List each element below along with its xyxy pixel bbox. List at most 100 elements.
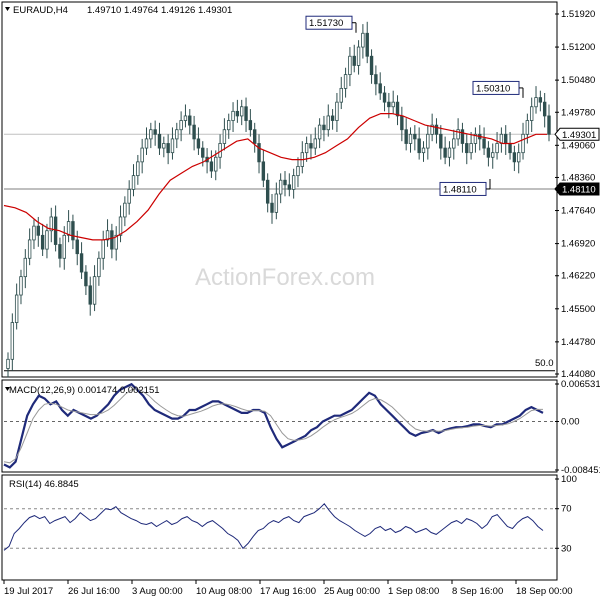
price-marker-tag [554, 182, 600, 196]
candle-body [395, 101, 400, 117]
candle-body [58, 244, 62, 259]
candle-body [179, 120, 183, 131]
candle [140, 138, 144, 174]
candle-body [227, 120, 231, 131]
candle-body [66, 221, 71, 236]
candle [512, 145, 517, 172]
candle-body [114, 234, 118, 250]
candle [309, 134, 313, 160]
candle-body [404, 129, 408, 144]
candle-body [19, 276, 23, 296]
candle-body [53, 216, 58, 245]
candle-body [10, 322, 15, 360]
price-annotation-label: 1.50310 [476, 83, 510, 94]
candle-body [529, 106, 534, 121]
macd-panel: 0.006531 0.00 -0.008451 [1, 379, 600, 476]
price-tick-label: 1.48360 [561, 172, 595, 183]
price-tick-label: 1.50480 [561, 75, 595, 86]
candle-body [14, 294, 19, 323]
candle-body [330, 115, 335, 121]
price-tick-label: 1.51200 [561, 42, 595, 53]
x-tick-label: 25 Aug 00:00 [324, 586, 380, 597]
candle-body [361, 32, 365, 48]
candle-body [460, 129, 465, 144]
candle [538, 90, 543, 112]
candle-body [110, 230, 114, 250]
x-tick-label: 18 Sep 00:00 [516, 586, 573, 597]
candle-body [257, 143, 261, 163]
candle [97, 251, 101, 286]
rsi-panel-frame [1, 474, 558, 581]
candle-body [430, 124, 434, 135]
candle-body [508, 143, 512, 154]
candle-body [369, 55, 374, 76]
candle-body [40, 234, 45, 250]
candle-body [32, 225, 36, 241]
x-tick-label: 10 Aug 08:00 [196, 586, 252, 597]
candle-body [443, 147, 447, 158]
x-tick-label: 17 Aug 16:00 [260, 586, 316, 597]
candle-body [79, 253, 84, 273]
candle-body [170, 138, 175, 154]
candle [382, 86, 387, 112]
candle [430, 113, 434, 142]
candle [79, 242, 84, 279]
candle-body [231, 110, 235, 121]
candle [265, 173, 270, 213]
candle [491, 143, 495, 169]
candle-body [309, 143, 313, 149]
candle-body [296, 166, 300, 177]
candle [521, 122, 525, 160]
candle-body [417, 138, 421, 154]
candle [23, 249, 28, 289]
macd-title: MACD(12,26,9) 0.001474 0.002151 [5, 385, 160, 396]
price-annotation: 1.50310 [472, 80, 524, 98]
candle [343, 67, 348, 98]
rsi-panel: 100 70 30 [1, 474, 577, 581]
candle-body [322, 124, 326, 131]
open-value: 1.49710 [87, 5, 121, 16]
candle-body [313, 138, 317, 149]
candle-body [84, 271, 88, 287]
candle-body [274, 193, 279, 213]
x-tick-label: 8 Sep 16:00 [452, 586, 503, 597]
candle [214, 150, 218, 181]
candle-body [517, 152, 521, 163]
candle [231, 102, 235, 133]
candle [369, 49, 374, 84]
candle [495, 132, 499, 160]
price-tick-label: 1.46220 [561, 271, 595, 282]
candle [248, 109, 253, 137]
candle-body [343, 74, 348, 89]
moving-average-line [3, 112, 547, 241]
candle [114, 226, 118, 261]
candle-body [162, 143, 166, 149]
macd-line [3, 382, 544, 469]
price-tick-label: 1.49780 [561, 107, 595, 118]
candle-body [400, 115, 404, 131]
candle [322, 115, 326, 142]
candle [378, 72, 382, 100]
x-tick-label: 19 Jul 2017 [4, 586, 53, 597]
candle-body [504, 133, 508, 144]
candle-body [97, 257, 101, 278]
candle-body [391, 101, 395, 108]
candle [542, 92, 547, 128]
candle [270, 194, 274, 224]
candle [170, 127, 175, 160]
candle-body [352, 55, 356, 66]
candle-body [339, 87, 343, 103]
candle-body [62, 234, 66, 259]
candle [361, 24, 365, 59]
candle-body [421, 147, 426, 154]
candle-body [23, 257, 28, 278]
candle-body [447, 147, 452, 158]
macd-label: MACD(12,26,9) 0.001474 0.002151 [9, 385, 160, 396]
price-tick-label: 1.44080 [561, 369, 595, 380]
candle [473, 127, 478, 153]
candle [296, 157, 300, 188]
candle-body [201, 147, 205, 158]
candle [291, 168, 296, 199]
candle [529, 97, 534, 133]
